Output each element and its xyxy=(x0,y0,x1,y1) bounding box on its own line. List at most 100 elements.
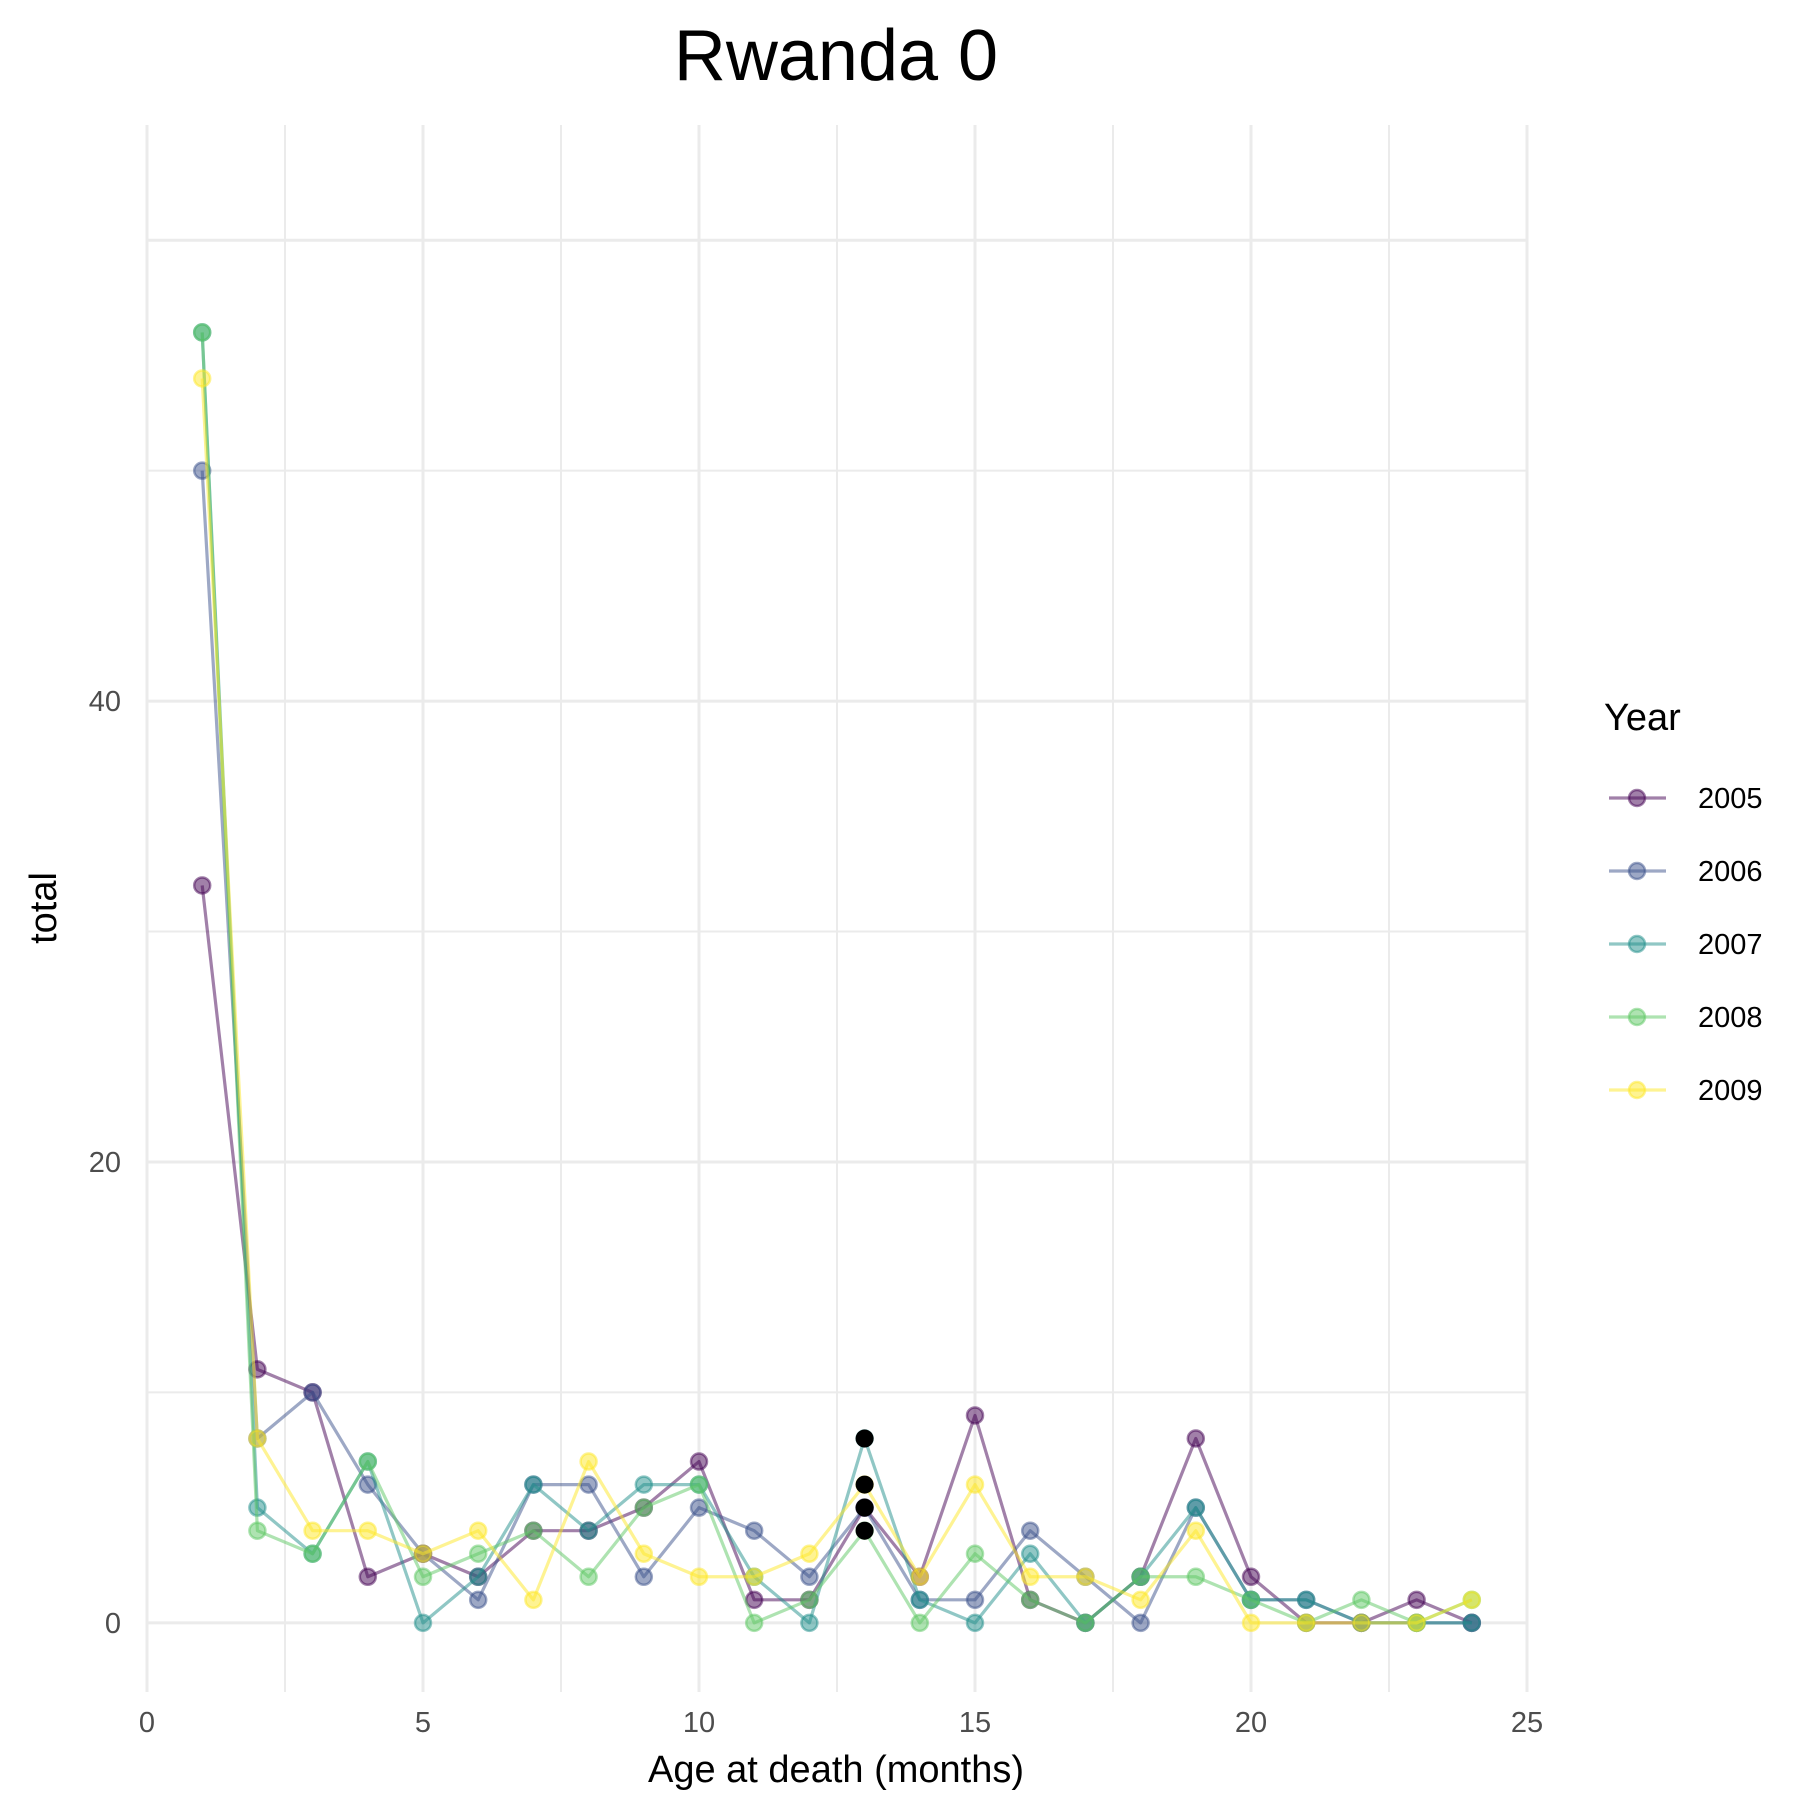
data-point xyxy=(579,1521,598,1540)
highlight-points xyxy=(855,1429,874,1540)
legend-key-point xyxy=(1627,934,1647,954)
data-point xyxy=(744,1521,764,1540)
data-point xyxy=(689,1567,709,1587)
data-point xyxy=(192,323,212,342)
data-point xyxy=(1186,1429,1206,1448)
legend-item-2005: 2005 xyxy=(1609,783,1763,815)
data-point xyxy=(1241,1590,1261,1610)
data-point xyxy=(1462,1590,1482,1610)
data-point xyxy=(634,1567,654,1587)
legend-key-point xyxy=(1627,861,1647,881)
data-point xyxy=(413,1567,433,1587)
data-point xyxy=(1131,1613,1150,1633)
y-tick-label: 20 xyxy=(89,1147,121,1179)
x-tick-label: 0 xyxy=(139,1707,155,1739)
data-point xyxy=(689,1475,709,1494)
data-point xyxy=(303,1544,322,1563)
data-point xyxy=(634,1475,654,1494)
x-tick-label: 15 xyxy=(959,1707,991,1739)
data-point xyxy=(468,1567,488,1587)
data-point xyxy=(1020,1521,1040,1540)
data-point xyxy=(1020,1567,1040,1587)
data-point xyxy=(1296,1590,1316,1610)
data-point xyxy=(1352,1613,1371,1633)
data-point xyxy=(248,1521,267,1540)
data-point xyxy=(524,1590,543,1610)
data-point xyxy=(303,1521,322,1540)
legend-item-2006: 2006 xyxy=(1609,856,1763,888)
data-point xyxy=(689,1452,709,1471)
data-point xyxy=(579,1567,598,1587)
data-point xyxy=(579,1452,598,1471)
data-point xyxy=(634,1544,654,1563)
data-point xyxy=(910,1590,930,1610)
data-point xyxy=(413,1544,433,1563)
x-tick-label: 10 xyxy=(683,1707,715,1739)
legend-title: Year xyxy=(1604,697,1681,739)
data-point xyxy=(800,1567,819,1587)
data-point xyxy=(965,1406,985,1425)
legend-key-point xyxy=(1627,1080,1647,1100)
data-point xyxy=(744,1613,764,1633)
legend-key-point xyxy=(1627,788,1647,808)
data-point xyxy=(192,876,212,895)
data-point xyxy=(965,1613,985,1633)
legend-label: 2008 xyxy=(1698,1002,1763,1034)
highlight-point xyxy=(855,1475,874,1494)
data-point xyxy=(413,1613,433,1633)
data-point xyxy=(1296,1613,1316,1633)
data-point xyxy=(634,1498,654,1517)
data-point xyxy=(1020,1544,1040,1563)
x-tick-label: 5 xyxy=(415,1707,431,1739)
data-point xyxy=(468,1590,488,1610)
data-point xyxy=(910,1567,930,1587)
x-axis-title: Age at death (months) xyxy=(648,1749,1024,1791)
chart-title: Rwanda 0 xyxy=(674,16,998,96)
grid xyxy=(145,125,1529,1692)
data-point xyxy=(1186,1498,1206,1517)
tick-labels: 0 5 10 15 20 25 0 20 40 xyxy=(89,686,1543,1739)
data-point xyxy=(965,1475,985,1494)
legend-label: 2009 xyxy=(1698,1075,1763,1107)
data-point xyxy=(192,369,212,388)
data-point xyxy=(303,1383,322,1402)
series-line xyxy=(200,332,1473,1625)
legend-label: 2005 xyxy=(1698,783,1763,815)
data-point xyxy=(358,1452,378,1471)
legend-item-2009: 2009 xyxy=(1609,1075,1763,1107)
y-tick-label: 40 xyxy=(89,686,121,718)
y-tick-label: 0 xyxy=(105,1608,121,1640)
data-point xyxy=(1131,1590,1150,1610)
x-tick-label: 20 xyxy=(1235,1707,1267,1739)
highlight-point xyxy=(855,1498,874,1517)
data-point xyxy=(800,1544,819,1563)
data-point xyxy=(1462,1613,1482,1633)
data-point xyxy=(1241,1567,1261,1587)
data-point xyxy=(800,1590,819,1610)
data-point xyxy=(524,1521,543,1540)
data-point xyxy=(965,1590,985,1610)
legend: Year 2005 2006 2007 2008 2009 xyxy=(1604,697,1763,1107)
data-point xyxy=(524,1475,543,1494)
data-point xyxy=(800,1613,819,1633)
legend-label: 2006 xyxy=(1698,856,1763,888)
legend-item-2008: 2008 xyxy=(1609,1002,1763,1034)
highlight-point xyxy=(855,1429,874,1448)
series-group xyxy=(192,323,1482,1633)
data-point xyxy=(1241,1613,1261,1633)
data-point xyxy=(1407,1613,1426,1633)
data-point xyxy=(468,1521,488,1540)
highlight-point xyxy=(855,1521,874,1540)
x-tick-label: 25 xyxy=(1511,1707,1543,1739)
legend-item-2007: 2007 xyxy=(1609,929,1763,961)
data-point xyxy=(1131,1567,1150,1587)
legend-label: 2007 xyxy=(1698,929,1763,961)
y-axis-title: total xyxy=(23,872,65,944)
data-point xyxy=(1076,1567,1095,1587)
data-point xyxy=(358,1567,378,1587)
data-point xyxy=(965,1544,985,1563)
data-point xyxy=(358,1521,378,1540)
data-point xyxy=(248,1429,267,1448)
